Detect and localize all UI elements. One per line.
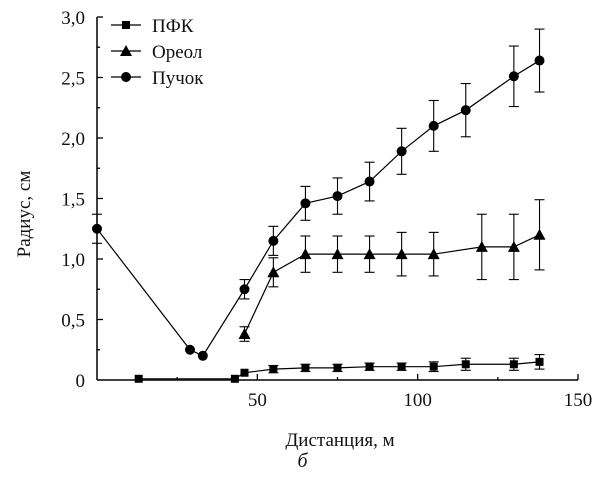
data-point <box>533 228 546 240</box>
data-point <box>238 328 251 340</box>
data-point <box>240 368 249 377</box>
data-point <box>300 198 311 209</box>
series-line <box>96 60 540 357</box>
data-point <box>301 363 310 372</box>
x-axis-title: Дистанция, м <box>285 430 394 451</box>
data-point <box>507 240 520 252</box>
series-circle <box>92 28 545 361</box>
y-tick-label: 1,0 <box>61 250 85 271</box>
data-point <box>267 266 280 278</box>
y-tick-label: 2,5 <box>61 69 85 90</box>
y-axis-title: Радиус, см <box>14 171 35 258</box>
legend-marker <box>120 45 132 56</box>
series-square <box>134 354 545 383</box>
series-triangle <box>238 199 546 342</box>
data-point <box>397 362 406 371</box>
data-point <box>396 146 407 157</box>
data-point <box>363 248 376 260</box>
data-point <box>460 105 471 116</box>
figure-caption: б <box>297 450 308 472</box>
series-layer <box>92 28 546 383</box>
y-tick-label: 0,5 <box>61 311 85 332</box>
legend-label: Ореол <box>152 42 203 63</box>
data-point <box>508 71 519 82</box>
y-tick-label: 0 <box>76 371 86 392</box>
data-point <box>134 374 143 383</box>
data-point <box>534 55 545 66</box>
data-point <box>429 362 438 371</box>
data-point <box>333 363 342 372</box>
data-point <box>184 344 195 355</box>
data-point <box>475 240 488 252</box>
data-point <box>461 360 470 369</box>
legend: ПФК Ореол Пучок <box>111 16 204 89</box>
data-point <box>269 365 278 374</box>
y-tick-label: 2,0 <box>61 129 85 150</box>
data-point <box>428 120 439 131</box>
data-point <box>509 360 518 369</box>
data-point <box>268 235 279 246</box>
data-point <box>364 176 375 187</box>
x-tick-label: 100 <box>403 390 432 411</box>
x-tick-label: 150 <box>564 390 593 411</box>
data-point <box>197 350 208 361</box>
data-point <box>239 284 250 295</box>
legend-label: Пучок <box>152 68 204 89</box>
ticks: 0 0,5 1,0 1,5 2,0 2,5 3,0 50 100 150 <box>61 8 592 411</box>
data-point <box>395 248 408 260</box>
x-tick-label: 50 <box>248 390 267 411</box>
legend-marker <box>121 72 131 82</box>
data-point <box>331 248 344 260</box>
data-point <box>332 191 343 202</box>
data-point <box>535 357 544 366</box>
data-point <box>299 248 312 260</box>
data-point <box>365 362 374 371</box>
y-tick-label: 1,5 <box>61 190 85 211</box>
legend-label: ПФК <box>152 16 194 37</box>
y-tick-label: 3,0 <box>61 8 85 29</box>
data-point <box>92 223 102 234</box>
data-point <box>230 374 239 383</box>
data-point <box>427 248 440 260</box>
series-line <box>243 234 540 335</box>
legend-marker <box>122 21 130 29</box>
